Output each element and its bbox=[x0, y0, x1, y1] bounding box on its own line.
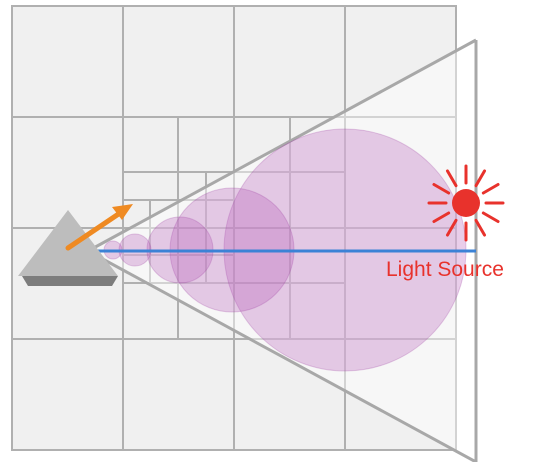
sun-ray bbox=[474, 218, 486, 237]
cone-upper-edge bbox=[87, 38, 477, 253]
grid-coarse-lines bbox=[12, 6, 456, 450]
cone-lower-edge bbox=[87, 249, 477, 462]
sun-ray bbox=[474, 169, 486, 188]
sun-ray bbox=[481, 183, 500, 195]
sun-icon bbox=[427, 164, 505, 242]
sun-core bbox=[452, 189, 480, 217]
direction-arrow-shaft bbox=[65, 210, 123, 251]
camera-base bbox=[22, 276, 118, 286]
sun-ray bbox=[432, 211, 451, 223]
camera-body bbox=[18, 210, 118, 276]
light-source-label: Light Source bbox=[386, 258, 504, 281]
direction-arrow-head bbox=[112, 204, 133, 220]
sun-ray bbox=[446, 218, 458, 237]
arrow-icon bbox=[65, 204, 133, 251]
sun-ray bbox=[481, 211, 500, 223]
sun-ray bbox=[446, 169, 458, 188]
camera-icon bbox=[18, 210, 118, 286]
grid bbox=[11, 5, 457, 451]
sun-ray bbox=[432, 183, 451, 195]
